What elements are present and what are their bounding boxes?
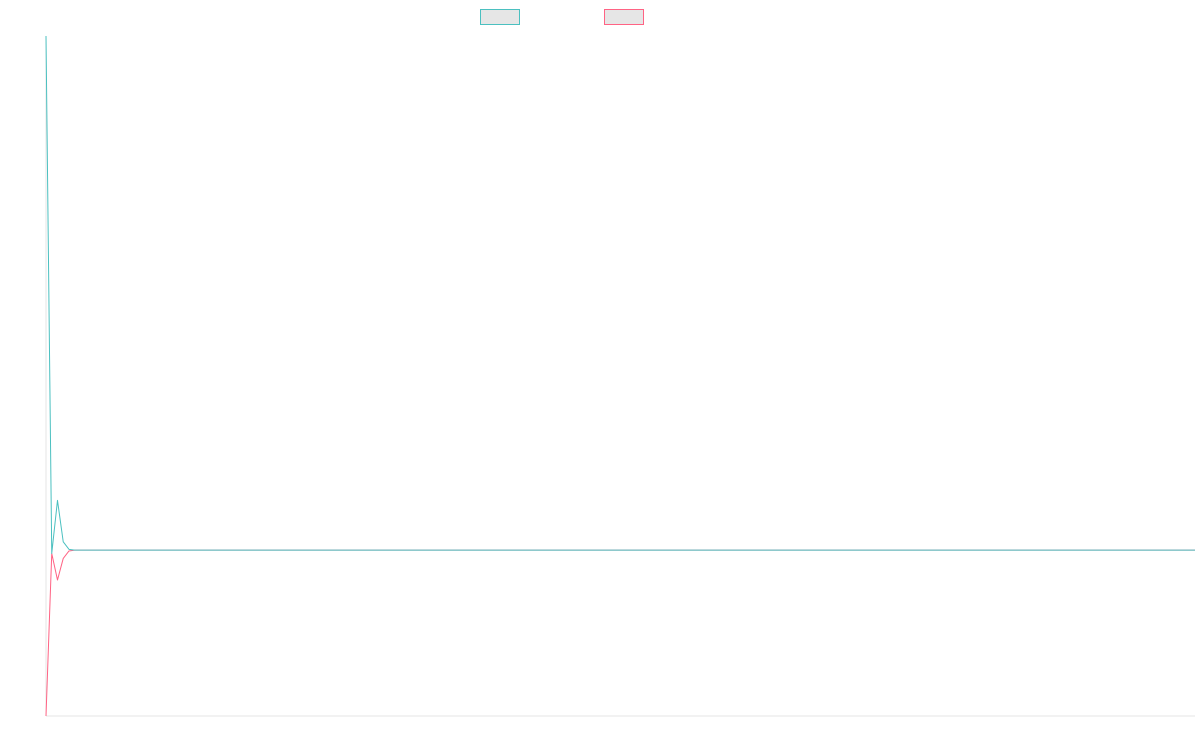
legend-swatch-series-1[interactable] — [480, 9, 520, 25]
series-line-1[interactable] — [45, 35, 1195, 554]
legend-swatch-series-2[interactable] — [604, 9, 644, 25]
series-line-2[interactable] — [45, 549, 1195, 717]
